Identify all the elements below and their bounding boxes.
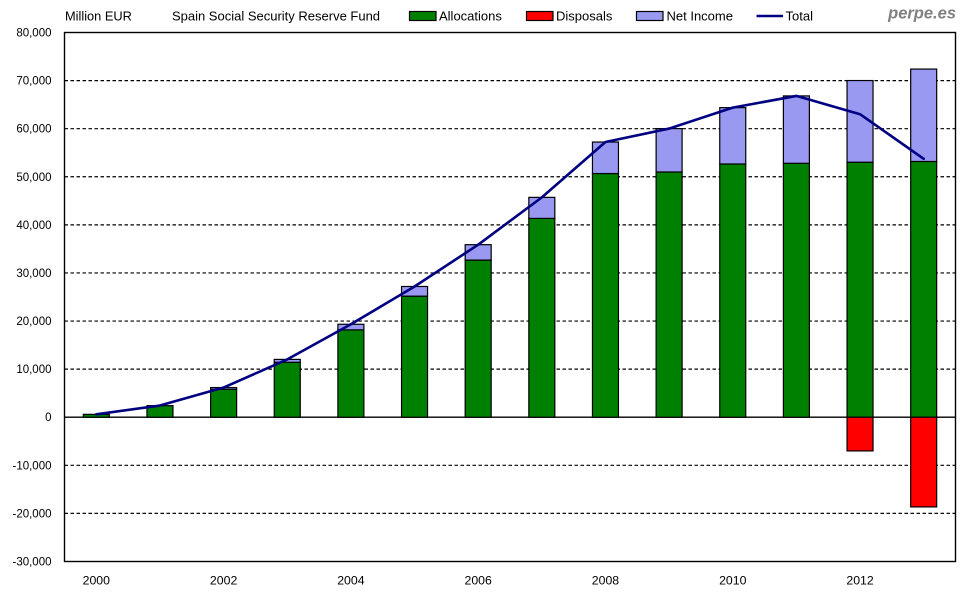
svg-text:-10,000: -10,000 [12, 460, 51, 472]
svg-text:Spain Social Security Reserve: Spain Social Security Reserve Fund [172, 9, 380, 24]
svg-text:Disposals: Disposals [556, 9, 613, 24]
svg-text:40,000: 40,000 [16, 220, 51, 232]
svg-text:80,000: 80,000 [16, 28, 51, 40]
svg-text:2004: 2004 [337, 574, 365, 588]
svg-text:-20,000: -20,000 [12, 508, 51, 520]
svg-text:30,000: 30,000 [16, 268, 51, 280]
svg-text:perpe.es: perpe.es [887, 5, 956, 23]
svg-text:Net Income: Net Income [667, 9, 733, 24]
svg-text:2012: 2012 [846, 574, 874, 588]
svg-text:10,000: 10,000 [16, 364, 51, 376]
svg-text:50,000: 50,000 [16, 172, 51, 184]
svg-text:2008: 2008 [592, 574, 620, 588]
svg-text:2010: 2010 [719, 574, 747, 588]
svg-text:0: 0 [45, 412, 51, 424]
svg-text:70,000: 70,000 [16, 76, 51, 88]
svg-text:Allocations: Allocations [439, 9, 502, 24]
svg-text:20,000: 20,000 [16, 316, 51, 328]
svg-text:60,000: 60,000 [16, 124, 51, 136]
svg-text:2006: 2006 [465, 574, 493, 588]
svg-text:-30,000: -30,000 [12, 557, 51, 569]
svg-text:2002: 2002 [210, 574, 238, 588]
svg-text:Total: Total [786, 9, 814, 24]
svg-text:2000: 2000 [83, 574, 111, 588]
svg-text:Million EUR: Million EUR [65, 9, 132, 24]
